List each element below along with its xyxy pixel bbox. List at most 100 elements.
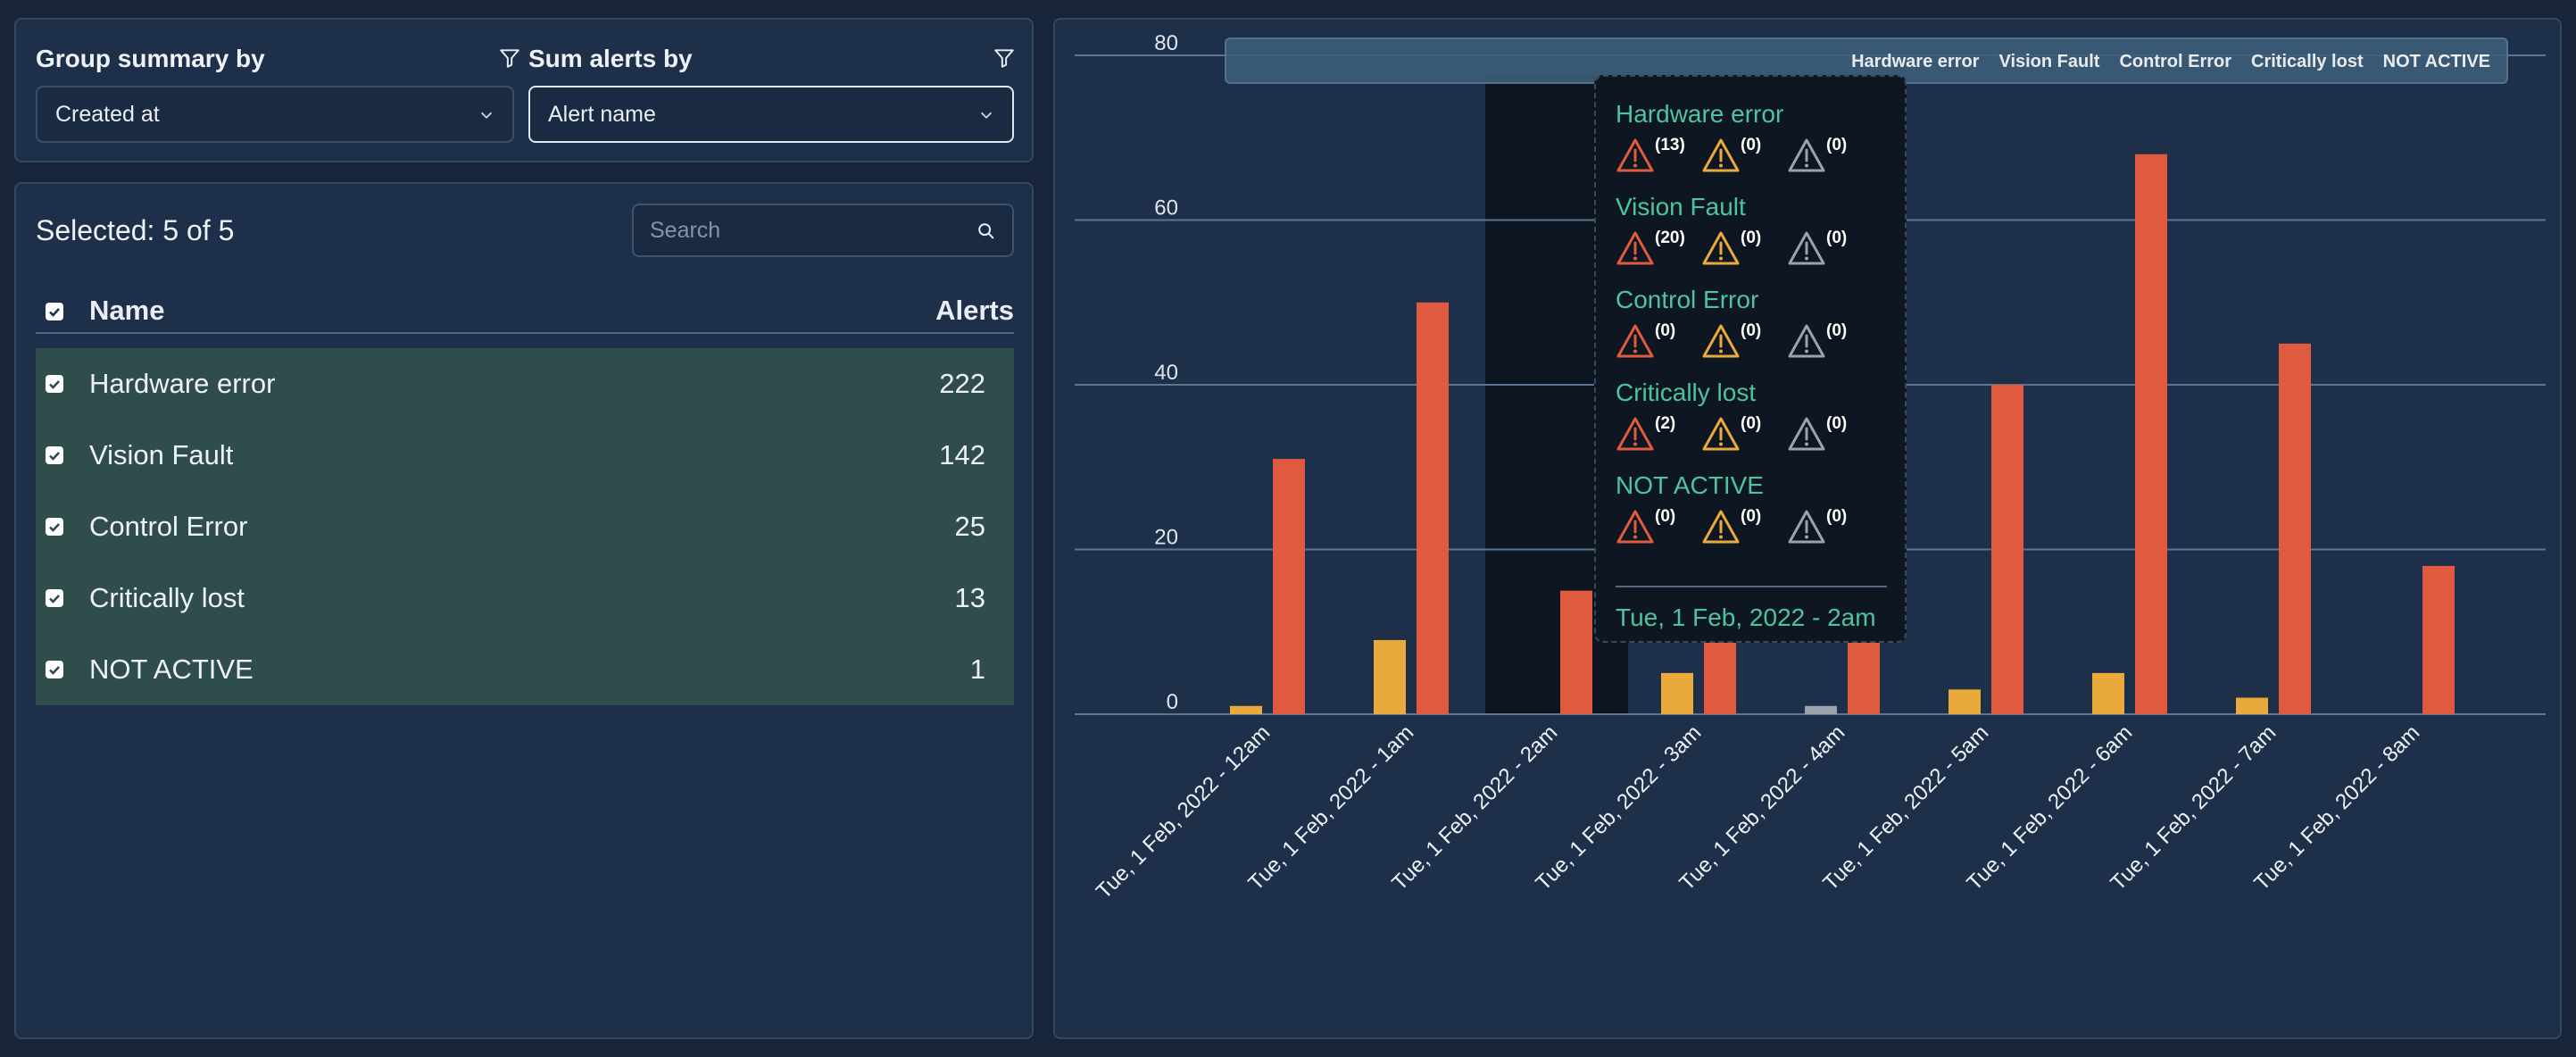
- warning-orange-icon: [1702, 138, 1740, 172]
- row-checkbox[interactable]: [45, 445, 64, 465]
- tooltip-count: (0): [1826, 229, 1848, 247]
- warning-orange-icon: [1702, 417, 1740, 451]
- tooltip-group: Control Error (0) (0) (0): [1616, 286, 1853, 359]
- warning-gray-icon: [1788, 324, 1825, 358]
- filter-icon[interactable]: [498, 46, 521, 70]
- list-item[interactable]: Hardware error 222: [36, 348, 1014, 420]
- bar-red[interactable]: [1991, 385, 2023, 714]
- tooltip-count: (0): [1826, 321, 1848, 340]
- tooltip-divider: [1616, 586, 1887, 587]
- column-header-alerts[interactable]: Alerts: [935, 295, 1014, 326]
- select-all-checkbox[interactable]: [45, 302, 64, 321]
- search-box[interactable]: [632, 204, 1014, 257]
- tooltip-count: (0): [1826, 507, 1848, 526]
- legend-item-critically-lost[interactable]: Critically lost: [2251, 52, 2364, 71]
- tooltip-count: (0): [1655, 321, 1676, 340]
- legend-item-not-active[interactable]: NOT ACTIVE: [2382, 52, 2490, 71]
- tooltip-group: Vision Fault (20) (0) (0): [1616, 193, 1853, 266]
- list-item[interactable]: Vision Fault 142: [36, 420, 1014, 491]
- tooltip-count: (0): [1826, 414, 1848, 433]
- tooltip-group: Hardware error (13) (0) (0): [1616, 100, 1853, 173]
- bar-red[interactable]: [2135, 154, 2167, 714]
- list-item[interactable]: Critically lost 13: [36, 562, 1014, 634]
- y-tick-label: 20: [1154, 526, 1178, 550]
- filters-panel: Group summary by Created at Sum alerts b…: [14, 18, 1034, 162]
- tooltip-count-item: (0): [1787, 414, 1853, 452]
- group-summary-label: Group summary by: [36, 45, 265, 72]
- chevron-down-icon: [480, 112, 493, 119]
- bar-orange[interactable]: [2236, 697, 2268, 714]
- column-header-name[interactable]: Name: [89, 295, 165, 326]
- tooltip-count: (0): [1741, 507, 1762, 526]
- tooltip-date: Tue, 1 Feb, 2022 - 2am: [1616, 603, 1876, 631]
- filter-icon[interactable]: [993, 46, 1016, 70]
- chart-tooltip: Hardware error (13) (0) (0) Vision Fault (20)…: [1594, 75, 1907, 643]
- row-count: 142: [939, 439, 985, 470]
- list-header: Name Alerts: [36, 289, 1014, 334]
- warning-red-icon: [1616, 417, 1654, 451]
- group-summary-value: Created at: [55, 101, 160, 127]
- bar-orange[interactable]: [1230, 705, 1262, 714]
- list-item[interactable]: Control Error 25: [36, 491, 1014, 562]
- tooltip-count-item: (0): [1701, 507, 1767, 545]
- row-checkbox[interactable]: [45, 588, 64, 608]
- list-item[interactable]: NOT ACTIVE 1: [36, 634, 1014, 705]
- tooltip-count-item: (13): [1616, 136, 1685, 173]
- row-name: Critically lost: [89, 582, 245, 613]
- warning-gray-icon: [1788, 138, 1825, 172]
- row-checkbox[interactable]: [45, 374, 64, 394]
- tooltip-count-item: (0): [1616, 321, 1682, 359]
- tooltip-count-item: (0): [1616, 507, 1682, 545]
- tooltip-count-item: (2): [1616, 414, 1682, 452]
- bar-red[interactable]: [2422, 565, 2455, 714]
- group-summary-select[interactable]: Created at: [36, 86, 514, 143]
- tooltip-count: (0): [1741, 414, 1762, 433]
- tooltip-series-name: Vision Fault: [1616, 193, 1746, 221]
- x-tick-label: Tue, 1 Feb, 2022 - 5am: [1818, 720, 1993, 895]
- legend-item-vision-fault[interactable]: Vision Fault: [1998, 52, 2100, 71]
- warning-red-icon: [1616, 324, 1654, 358]
- search-input[interactable]: [650, 205, 971, 255]
- tooltip-series-name: NOT ACTIVE: [1616, 471, 1764, 499]
- bar-orange[interactable]: [2092, 672, 2124, 714]
- tooltip-count-item: (0): [1701, 321, 1767, 359]
- tooltip-count: (0): [1741, 136, 1762, 154]
- warning-orange-icon: [1702, 510, 1740, 544]
- tooltip-count-item: (0): [1787, 321, 1853, 359]
- tooltip-count-item: (0): [1787, 229, 1853, 266]
- warning-gray-icon: [1788, 231, 1825, 265]
- tooltip-count-item: (0): [1787, 136, 1853, 173]
- sum-alerts-label: Sum alerts by: [528, 45, 693, 72]
- y-tick-label: 60: [1154, 196, 1178, 221]
- bar-orange[interactable]: [1949, 689, 1981, 714]
- selected-count: Selected: 5 of 5: [36, 214, 235, 246]
- legend-item-control-error[interactable]: Control Error: [2119, 52, 2232, 71]
- tooltip-count: (0): [1655, 507, 1676, 526]
- row-count: 25: [954, 511, 985, 542]
- bar-gray[interactable]: [1805, 705, 1837, 714]
- warning-red-icon: [1616, 510, 1654, 544]
- x-tick-label: Tue, 1 Feb, 2022 - 7am: [2106, 720, 2281, 895]
- search-icon[interactable]: [976, 221, 996, 241]
- row-checkbox[interactable]: [45, 660, 64, 679]
- tooltip-series-name: Hardware error: [1616, 100, 1784, 128]
- bar-red[interactable]: [2279, 343, 2311, 714]
- tooltip-count-item: (0): [1701, 229, 1767, 266]
- tooltip-count: (20): [1655, 229, 1685, 247]
- bar-orange[interactable]: [1661, 672, 1693, 714]
- x-tick-label: Tue, 1 Feb, 2022 - 6am: [1962, 720, 2137, 895]
- tooltip-count-item: (0): [1787, 507, 1853, 545]
- tooltip-count: (2): [1655, 414, 1676, 433]
- row-checkbox[interactable]: [45, 517, 64, 537]
- bar-red[interactable]: [1560, 590, 1592, 714]
- x-tick-label: Tue, 1 Feb, 2022 - 1am: [1243, 720, 1418, 895]
- warning-red-icon: [1616, 138, 1654, 172]
- sum-alerts-select[interactable]: Alert name: [528, 86, 1014, 143]
- bar-red[interactable]: [1417, 302, 1449, 714]
- sum-alerts-value: Alert name: [548, 101, 656, 127]
- warning-orange-icon: [1702, 231, 1740, 265]
- bar-red[interactable]: [1273, 459, 1305, 714]
- row-name: NOT ACTIVE: [89, 653, 253, 685]
- legend-item-hardware-error[interactable]: Hardware error: [1851, 52, 1980, 71]
- bar-orange[interactable]: [1374, 639, 1406, 714]
